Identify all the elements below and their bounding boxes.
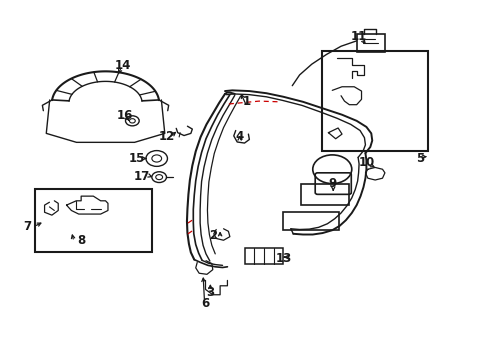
Text: 3: 3 bbox=[206, 287, 214, 300]
Text: 1: 1 bbox=[243, 95, 250, 108]
Text: 11: 11 bbox=[350, 30, 366, 43]
Text: 12: 12 bbox=[158, 130, 174, 144]
Bar bbox=[356, 35, 384, 52]
Text: 8: 8 bbox=[77, 234, 85, 247]
Text: 10: 10 bbox=[358, 156, 374, 168]
Text: 15: 15 bbox=[129, 152, 145, 165]
Text: 13: 13 bbox=[275, 252, 291, 265]
Bar bbox=[300, 184, 348, 205]
Text: 6: 6 bbox=[201, 297, 209, 310]
Bar bbox=[245, 248, 282, 264]
Bar bbox=[35, 189, 152, 252]
Text: 2: 2 bbox=[208, 229, 216, 242]
Text: 17: 17 bbox=[134, 170, 150, 183]
Text: 5: 5 bbox=[415, 152, 423, 165]
Text: 7: 7 bbox=[23, 220, 32, 233]
Bar bbox=[321, 51, 427, 151]
Text: 9: 9 bbox=[327, 177, 336, 190]
Text: 14: 14 bbox=[114, 59, 130, 72]
Bar bbox=[282, 212, 338, 230]
Text: 16: 16 bbox=[117, 109, 133, 122]
Text: 4: 4 bbox=[235, 130, 243, 144]
